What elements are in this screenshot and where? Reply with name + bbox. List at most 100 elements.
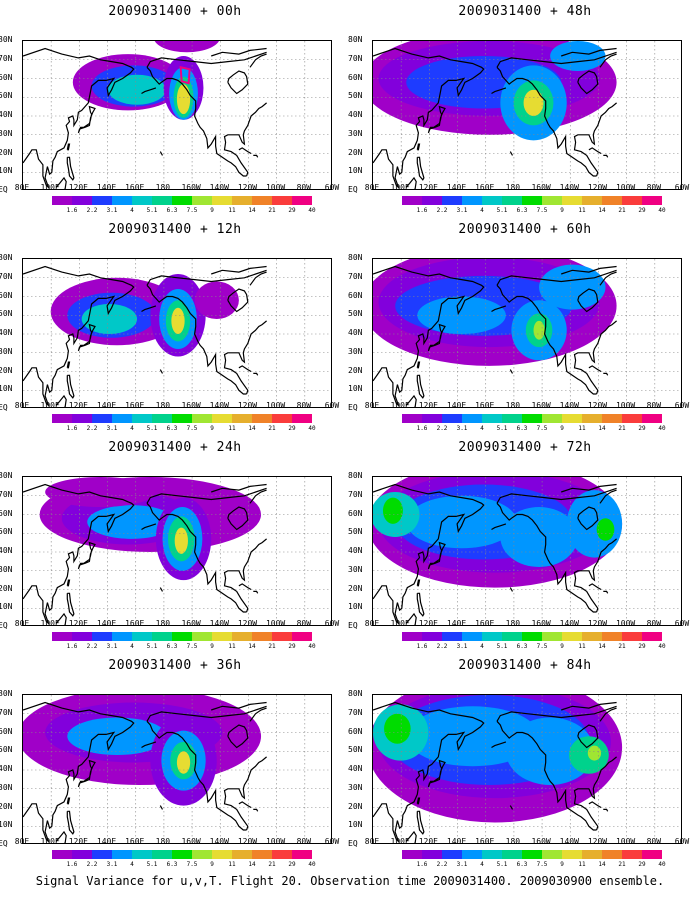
colorbar-swatch [92,632,112,641]
colorbar-swatch [152,632,172,641]
map-panel: 2009031400 + 60h 80N 70N 60N 50N 40N 30N 20N 10N… [348,218,700,433]
lon-tick-label: 120E [68,401,88,410]
colorbar-label: 2.2 [86,425,98,432]
variance-map [372,476,682,626]
colorbar-swatch [602,414,622,423]
lon-tick-label: 100E [390,183,410,192]
colorbar-swatch [212,196,232,205]
lon-tick-label: 120W [237,837,258,846]
lon-tick-label: 160E [475,619,495,628]
coastline [211,701,267,711]
lat-tick-label: EQ [348,839,358,848]
colorbar-swatch [252,196,272,205]
coastline [416,810,425,835]
variance-map [22,476,332,626]
variance-contour [550,41,606,71]
colorbar-swatch [522,196,542,205]
variance-map [372,258,682,408]
coastline [159,805,164,810]
figure-caption: Signal Variance for u,v,T. Flight 20. Ob… [35,874,665,888]
coastline [599,53,617,68]
colorbar-swatch [602,196,622,205]
lat-tick-label: 10N [348,384,363,394]
colorbar-swatch [172,414,192,423]
lat-tick-label: 30N [348,564,363,574]
colorbar: 1.6 2.2 3.1 4 5.1 6.3 7.5 9 11 14 21 29 40 [52,414,316,432]
colorbar-label: 5.1 [146,207,158,214]
colorbar-label: 9 [210,425,214,432]
lon-tick-label: 140E [96,401,117,410]
colorbar-swatch [582,196,602,205]
coastline [427,105,446,134]
coastline [405,176,417,189]
lat-tick-label: 80N [348,471,363,480]
colorbar-swatch [112,632,132,641]
lat-tick-label: 60N [0,726,13,736]
coastline [253,372,259,376]
coastline [496,705,617,722]
coastline [491,305,507,313]
lat-tick-label: 50N [0,91,13,101]
lon-tick-label: 140E [446,183,467,192]
lon-tick-label: 160W [181,401,201,410]
colorbar-label: 3.1 [456,425,468,432]
colorbar-label: 14 [248,207,256,214]
colorbar: 1.6 2.2 3.1 4 5.1 6.3 7.5 9 11 14 21 29 40 [402,632,666,650]
colorbar-label: 6.3 [166,861,178,868]
lon-tick-label: 80W [646,837,662,846]
colorbar-label: 21 [618,425,626,432]
colorbar-label: 5.1 [496,861,508,868]
lat-tick-label: 80N [0,471,13,480]
lon-tick-label: 120E [418,619,438,628]
colorbar-swatch [72,850,92,859]
colorbar-label: 9 [560,207,564,214]
lat-tick-label: 60N [348,72,363,82]
lon-tick-label: 60W [674,837,690,846]
lat-tick-label: 60N [348,726,363,736]
colorbar-label: 5.1 [146,425,158,432]
colorbar-swatch [582,850,602,859]
coastline [159,369,164,374]
coastline [227,288,249,313]
coastline [416,579,421,587]
coastline [253,808,259,812]
lat-tick-label: EQ [348,621,358,630]
map-panel: 2009031400 + 36h 80N 70N 60N 50N 40N 30N 20N 10N… [0,654,350,869]
colorbar-swatch [442,632,462,641]
coastline [141,741,157,749]
colorbar-swatch [542,850,562,859]
coastline [66,810,75,835]
coastline [159,151,164,156]
colorbar-label: 14 [248,643,256,650]
map-panel: 2009031400 + 00h 80N 70N 60N 50N 40N 30N 20N 10N… [0,0,350,215]
lon-tick-label: 160E [125,837,145,846]
colorbar-swatch [402,632,422,641]
colorbar-label: 29 [288,207,296,214]
colorbar-swatch [132,850,152,859]
coastline [77,105,96,134]
lon-tick-label: 120W [587,837,608,846]
coastline [491,741,507,749]
coastline [405,830,417,843]
coastline [577,70,599,95]
lat-tick-label: 70N [0,271,13,281]
colorbar-label: 2.2 [86,207,98,214]
coastline [55,612,67,625]
coastline [373,47,485,189]
lon-tick-label: 120W [587,183,608,192]
lon-tick-label: 60W [324,619,340,628]
coastline [223,102,267,177]
map-panel: 2009031400 + 48h 80N 70N 60N 50N 40N 30N 20N 10N… [348,0,700,215]
colorbar-label: 14 [598,861,606,868]
colorbar-label: 11 [578,425,586,432]
colorbar-label: 3.1 [456,861,468,868]
map-panel: 2009031400 + 72h 80N 70N 60N 50N 40N 30N 20N 10N… [348,436,700,651]
colorbar-label: 5.1 [496,643,508,650]
lon-tick-label: 80W [296,401,312,410]
coastline [416,361,421,369]
colorbar-swatch [522,632,542,641]
coastline [561,47,617,57]
variance-contour [45,477,156,507]
colorbar-label: 7.5 [186,643,198,650]
lat-tick-label: 50N [0,745,13,755]
